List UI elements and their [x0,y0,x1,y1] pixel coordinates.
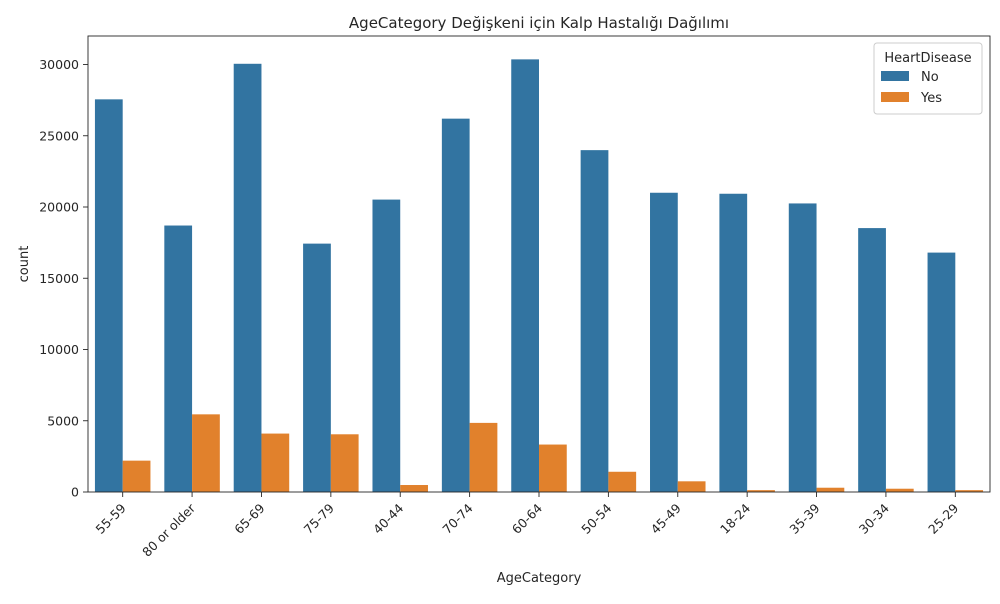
y-tick-label: 15000 [39,271,79,286]
x-tick-label: 18-24 [717,500,753,536]
bar-yes-80-or-older [192,414,220,492]
bar-yes-25-29 [955,490,984,492]
bar-yes-60-64 [539,444,567,492]
x-tick-label: 70-74 [439,500,475,536]
legend: HeartDisease No Yes [873,42,983,115]
bar-no-55-59 [94,99,123,492]
x-tick-label: 25-29 [925,500,961,536]
legend-title: HeartDisease [884,51,971,66]
bars-layer [94,59,984,493]
x-axis-label: AgeCategory [497,571,582,586]
bar-yes-40-44 [400,485,428,492]
y-tick-label: 20000 [39,200,79,215]
y-axis-label: count [17,246,32,283]
bar-yes-55-59 [122,460,151,492]
x-tick-label: 45-49 [648,500,684,536]
y-axis: 0 5000 10000 15000 20000 25000 30000 [39,57,88,500]
x-tick-label: 35-39 [786,500,822,536]
x-tick-label: 75-79 [301,500,337,536]
bar-yes-65-69 [261,433,290,492]
bar-no-70-74 [441,118,470,493]
y-tick-label: 0 [71,485,79,500]
bar-yes-45-49 [677,481,706,492]
bar-yes-70-74 [469,422,498,492]
bar-yes-30-34 [885,488,914,492]
legend-swatch-no [881,71,909,81]
x-tick-label: 30-34 [856,500,892,536]
bar-no-60-64 [511,59,539,493]
bar-yes-75-79 [330,434,359,492]
legend-swatch-yes [881,92,909,102]
x-tick-label: 65-69 [231,500,267,536]
bar-no-40-44 [372,199,401,492]
bar-no-45-49 [650,192,678,492]
bar-no-65-69 [233,63,262,492]
y-tick-label: 5000 [47,413,79,428]
bar-no-30-34 [858,228,886,492]
chart-title: AgeCategory Değişkeni için Kalp Hastalığ… [349,14,729,32]
bar-no-50-54 [580,150,609,492]
bar-yes-35-39 [816,487,845,492]
y-tick-label: 10000 [39,342,79,357]
bar-no-75-79 [303,243,331,492]
bar-no-25-29 [927,252,956,492]
bar-no-80-or-older [164,225,193,492]
x-tick-label: 40-44 [370,500,406,536]
x-tick-label: 80 or older [139,500,199,560]
plot-frame [87,35,991,493]
y-tick-label: 30000 [39,57,79,72]
x-axis: 55-59 80 or older 65-69 75-79 40-44 70-74 60-6… [93,492,961,560]
x-tick-label: 50-54 [578,500,614,536]
bar-no-18-24 [719,193,748,492]
y-tick-label: 25000 [39,128,79,143]
legend-label-no: No [921,70,939,85]
x-tick-label: 60-64 [509,500,545,536]
legend-label-yes: Yes [920,91,942,106]
bar-yes-18-24 [747,490,775,492]
bar-no-35-39 [788,203,817,492]
x-tick-label: 55-59 [93,500,129,536]
bar-yes-50-54 [608,471,637,492]
